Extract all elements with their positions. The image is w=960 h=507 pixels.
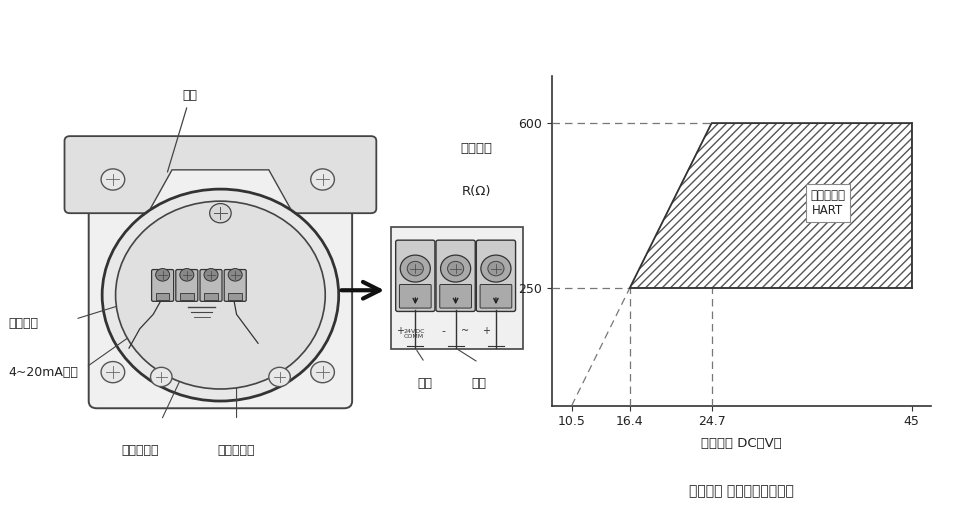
Circle shape — [180, 269, 194, 281]
FancyBboxPatch shape — [152, 270, 174, 301]
Text: +: + — [483, 325, 491, 336]
Bar — [204, 293, 218, 300]
Circle shape — [400, 255, 430, 282]
Circle shape — [269, 367, 290, 387]
Circle shape — [228, 269, 242, 281]
Circle shape — [311, 169, 334, 190]
Text: 4~20mA信号: 4~20mA信号 — [8, 366, 78, 379]
Circle shape — [101, 361, 125, 383]
Circle shape — [311, 361, 334, 383]
Bar — [156, 293, 169, 300]
FancyBboxPatch shape — [64, 136, 376, 213]
Text: 电源: 电源 — [418, 377, 432, 390]
Circle shape — [101, 169, 125, 190]
FancyBboxPatch shape — [176, 270, 198, 301]
Text: 内部接地线: 内部接地线 — [121, 444, 158, 457]
FancyBboxPatch shape — [440, 284, 471, 308]
Circle shape — [102, 189, 339, 401]
Bar — [180, 293, 194, 300]
X-axis label: 电源电压 DC（V）: 电源电压 DC（V） — [701, 437, 782, 450]
Text: 电气连接: 电气连接 — [36, 39, 83, 57]
Text: 外壳: 外壳 — [167, 89, 198, 172]
Circle shape — [441, 255, 470, 282]
FancyBboxPatch shape — [436, 240, 475, 311]
Circle shape — [407, 262, 423, 276]
FancyBboxPatch shape — [88, 143, 352, 408]
Circle shape — [488, 262, 504, 276]
Text: 电源供电: 电源供电 — [8, 317, 38, 331]
FancyBboxPatch shape — [200, 270, 222, 301]
Text: -: - — [442, 325, 445, 336]
Circle shape — [481, 255, 511, 282]
Text: 外部接地线: 外部接地线 — [218, 444, 255, 457]
Circle shape — [115, 201, 325, 389]
FancyBboxPatch shape — [476, 240, 516, 311]
Circle shape — [156, 269, 170, 281]
FancyBboxPatch shape — [396, 240, 435, 311]
FancyBboxPatch shape — [399, 284, 431, 308]
Text: 可通讯范围
HART: 可通讯范围 HART — [810, 189, 846, 217]
Text: ~: ~ — [461, 325, 469, 336]
Text: +: + — [396, 325, 404, 336]
Circle shape — [204, 269, 218, 281]
FancyBboxPatch shape — [480, 284, 512, 308]
FancyBboxPatch shape — [392, 227, 522, 349]
Text: 负载电阻: 负载电阻 — [460, 142, 492, 155]
Polygon shape — [151, 170, 290, 208]
Text: R(Ω): R(Ω) — [462, 185, 491, 198]
Circle shape — [151, 367, 172, 387]
Circle shape — [209, 204, 231, 223]
Text: 电源电压 和外部负载关系图: 电源电压 和外部负载关系图 — [689, 485, 794, 499]
Circle shape — [447, 262, 464, 276]
Text: 24VDC
COMM: 24VDC COMM — [403, 329, 424, 339]
Text: 信号: 信号 — [471, 377, 486, 390]
Bar — [228, 293, 242, 300]
FancyBboxPatch shape — [225, 270, 246, 301]
